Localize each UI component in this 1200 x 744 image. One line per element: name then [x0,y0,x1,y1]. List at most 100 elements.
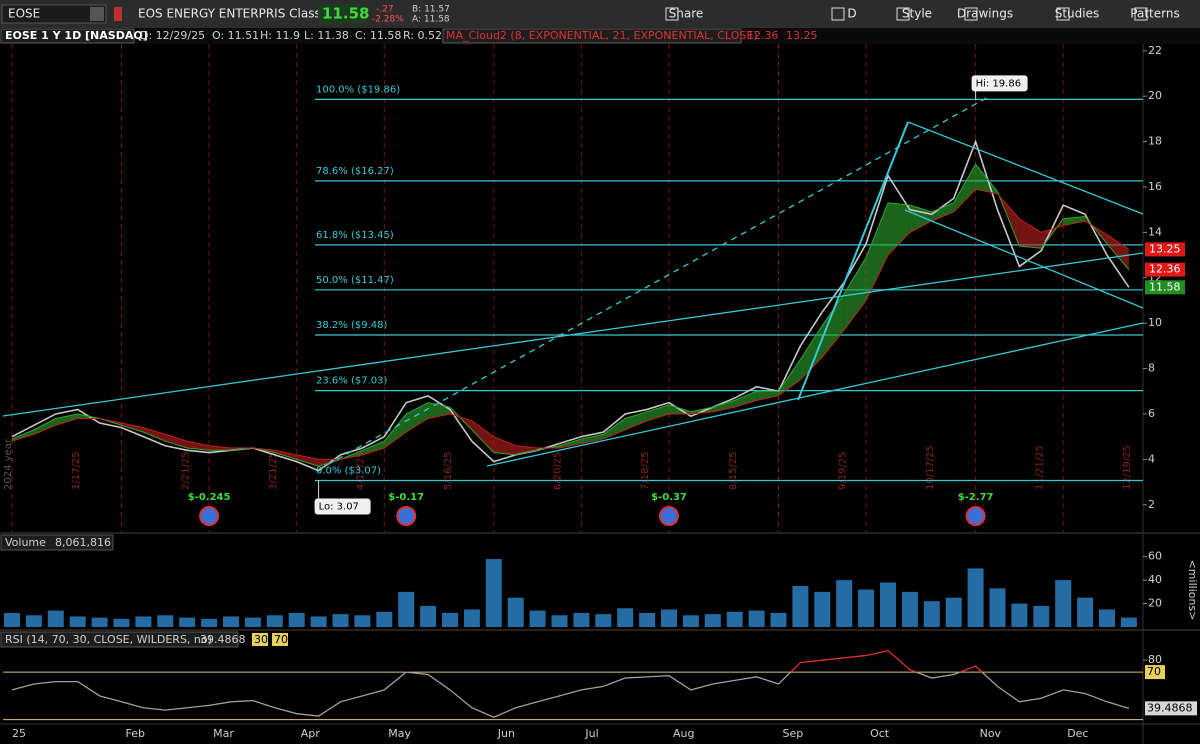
toolbar-button[interactable]: Patterns [1130,7,1179,21]
volume-bar [179,617,196,627]
ma-cloud [909,205,932,233]
toolbar-button[interactable]: Style [902,7,932,21]
ma-cloud [165,434,188,449]
ma-cloud [493,436,516,455]
symbol-box[interactable] [1,4,107,24]
x-tick-label: Apr [301,727,321,740]
ma-cloud [187,441,210,451]
rsi-badge-label: 39.4868 [1147,701,1193,714]
y-tick-label: 10 [1148,316,1162,329]
ma-cloud [1107,234,1129,270]
earnings-icon[interactable] [659,506,679,526]
volume-current: 8,061,816 [55,536,111,549]
volume-bar [858,589,875,627]
expiration-label: 10/17/25 [925,445,936,490]
toolbar-button[interactable]: D [847,7,856,21]
panel-title: RSI (14, 70, 30, CLOSE, WILDERS, no) [5,633,212,646]
channel-line [907,121,1144,215]
y-tick-label: 22 [1148,44,1162,57]
toolbar-button[interactable]: Drawings [957,7,1013,21]
toolbar-button-icon[interactable] [964,7,978,21]
expiration-label: 6/20/25 [553,451,564,490]
annotation-box [314,498,371,515]
bid: B: 11.57 [412,5,450,15]
ma-cloud [33,418,56,435]
rsi-line [11,649,1130,718]
earnings-icon[interactable] [199,506,220,526]
symbol-dropdown[interactable] [90,7,104,21]
rsi-badge [1145,701,1197,716]
volume-bar [47,610,64,627]
expiration-label: 4/17/25 [356,451,367,490]
volume-bar [157,615,174,627]
y-tick-label: 80 [1148,653,1162,666]
ma-cloud [800,325,823,380]
fib-label: 61.8% ($13.45) [316,230,394,241]
toolbar-button-icon[interactable] [831,7,845,21]
study-name: MA_Cloud2 (8, EXPONENTIAL, 21, EXPONENTI… [446,29,758,42]
volume-bar [485,559,502,627]
volume-bar [617,608,634,627]
volume-bar [91,617,108,627]
trend-line [486,322,1144,467]
ma-line [11,163,1130,467]
volume-bar [726,611,743,627]
expiration-label: 2/21/25 [180,451,191,490]
volume-bar [880,582,896,627]
ohlc-date: D: 12/29/25 [140,29,205,42]
symbol[interactable]: EOSE [8,7,40,21]
volume-bar [1011,603,1028,627]
x-tick-label: Nov [980,727,1002,740]
annotation: Lo: 3.07 [319,501,359,512]
volume-bar [376,611,393,627]
volume-bar [1099,609,1115,627]
rsi-badge [1145,665,1165,680]
last-price-box [318,4,364,24]
ma-cloud [274,450,297,460]
y-tick-label: 40 [1148,573,1162,586]
expiration-label: 3/21/25 [268,451,279,490]
y-tick-label: 6 [1148,407,1155,420]
volume-bar [25,615,42,627]
ma-cloud [209,445,231,451]
volume-bar [748,610,765,627]
volume-bar [639,612,656,627]
ma-cloud [384,413,407,449]
rsi-badge-label: 70 [1147,665,1161,678]
volume-bar [595,614,612,627]
earnings-icon[interactable] [965,506,986,526]
toolbar-button-icon[interactable] [665,7,679,21]
ohlc-open: O: 11.51 [212,29,259,42]
toolbar-button[interactable]: Studies [1055,7,1100,21]
ma-cloud [1063,216,1086,226]
volume-bar [4,612,20,627]
y-tick-label: 4 [1148,452,1155,465]
panel-title-box [0,534,114,551]
ma-cloud [734,391,757,408]
volume-bar [442,612,458,627]
plot-layer: 25 Feb Mar Apr May Jun Jul Aug Sep Oct Nov Dec 1/17/… [0,44,1199,740]
toolbar-button-icon[interactable] [1056,7,1070,21]
price-badge [1145,262,1185,277]
ohlc-high: H: 11.9 [260,29,300,42]
toolbar-button-icon[interactable] [896,7,910,21]
volume-bar [661,609,677,627]
toolbar-button[interactable]: Share [669,7,704,21]
toolbar-buttons: Share D Style Drawings Studies Patterns [665,7,1180,21]
ma-cloud [12,429,34,442]
earnings-icon[interactable] [396,506,417,526]
ma-cloud [756,391,779,401]
header-symbol-box [0,28,135,44]
overlay-layer: 13.25 12.36 11.58 70 39.4868 [1145,242,1197,716]
ma-cloud [55,413,78,426]
price-badge [1145,280,1185,295]
volume-bar [310,616,327,627]
ma-cloud [625,411,648,430]
volume-bar [223,616,239,627]
toolbar-button-icon[interactable] [1134,7,1148,21]
ma-cloud [931,202,954,222]
ma-cloud [296,454,319,467]
volume-bar [1055,580,1072,627]
price-line [11,139,1130,472]
y-tick-label: 20 [1148,89,1162,102]
